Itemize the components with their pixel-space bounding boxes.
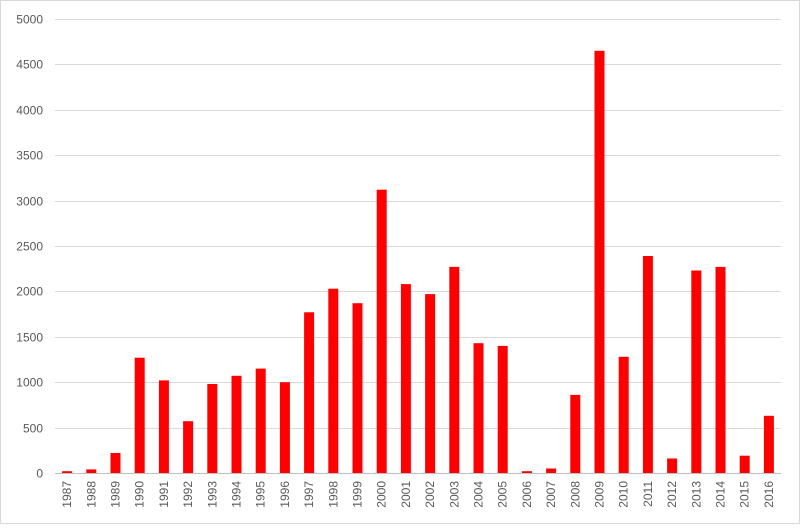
x-tick-label: 2010 <box>617 481 631 508</box>
bars <box>62 50 774 474</box>
bar-1998 <box>328 288 339 473</box>
bar-2014 <box>715 266 726 473</box>
y-tick-label: 2000 <box>16 285 43 299</box>
bar-1995 <box>255 368 266 473</box>
bar-2009 <box>594 50 605 474</box>
x-tick-label: 2013 <box>689 481 703 508</box>
x-tick-label: 2003 <box>447 481 461 508</box>
y-tick-label: 4000 <box>16 104 43 118</box>
bar-2011 <box>642 256 653 473</box>
x-tick-label: 2007 <box>544 481 558 508</box>
bar-1990 <box>134 357 145 473</box>
x-tick-label: 2006 <box>520 481 534 508</box>
x-tick-label: 1996 <box>278 481 292 508</box>
y-tick-label: 500 <box>23 422 43 436</box>
bar-2008 <box>570 394 581 473</box>
y-tick-label: 1000 <box>16 376 43 390</box>
bar-2005 <box>497 345 508 473</box>
bar-2016 <box>763 415 774 473</box>
x-axis-tick-labels: 1987 1988 1989 1990 1991 1992 1993 1994 1995 1996… <box>60 481 776 508</box>
y-tick-label: 0 <box>36 467 43 481</box>
x-tick-label: 1997 <box>302 481 316 508</box>
x-tick-label: 2002 <box>423 481 437 508</box>
bar-1997 <box>304 312 315 473</box>
y-tick-label: 5000 <box>16 13 43 27</box>
gridlines <box>55 19 781 429</box>
y-tick-label: 2500 <box>16 240 43 254</box>
x-tick-label: 1998 <box>326 481 340 508</box>
x-tick-label: 1994 <box>230 481 244 508</box>
bar-2001 <box>400 284 411 473</box>
x-tick-label: 2011 <box>641 481 655 507</box>
bar-2006 <box>521 471 532 473</box>
bar-1999 <box>352 303 363 473</box>
x-tick-label: 1991 <box>157 481 171 508</box>
bar-1991 <box>158 380 169 473</box>
x-tick-label: 2015 <box>738 481 752 508</box>
x-tick-label: 1993 <box>205 481 219 508</box>
bar-2015 <box>739 455 750 473</box>
x-tick-label: 2004 <box>472 481 486 508</box>
y-tick-label: 4500 <box>16 58 43 72</box>
x-tick-label: 2008 <box>568 481 582 508</box>
bar-2004 <box>473 343 484 473</box>
bar-1988 <box>86 469 97 473</box>
y-axis-tick-labels: 0 500 1000 1500 2000 2500 3000 3500 4000 4500 5000 <box>16 13 43 481</box>
x-tick-label: 1995 <box>254 481 268 508</box>
bar-1993 <box>207 384 218 473</box>
x-tick-label: 1990 <box>133 481 147 508</box>
bar-2010 <box>618 356 629 473</box>
x-tick-label: 2016 <box>762 481 776 508</box>
bar-2013 <box>691 270 702 473</box>
x-tick-label: 2005 <box>496 481 510 508</box>
bar-1992 <box>183 421 194 473</box>
x-tick-label: 1992 <box>181 481 195 508</box>
x-tick-label: 1987 <box>60 481 74 508</box>
x-tick-label: 2012 <box>665 481 679 508</box>
bar-2000 <box>376 189 387 473</box>
x-tick-label: 2014 <box>714 481 728 508</box>
y-tick-label: 1500 <box>16 331 43 345</box>
bar-1987 <box>62 471 73 473</box>
x-tick-label: 2000 <box>375 481 389 508</box>
y-tick-label: 3500 <box>16 149 43 163</box>
x-tick-label: 2009 <box>593 481 607 508</box>
x-tick-label: 1999 <box>351 481 365 508</box>
y-tick-label: 3000 <box>16 195 43 209</box>
bar-1996 <box>279 382 290 473</box>
x-tick-label: 2001 <box>399 481 413 508</box>
bar-2003 <box>449 266 460 473</box>
bar-1989 <box>110 453 121 473</box>
x-tick-label: 1988 <box>84 481 98 508</box>
x-tick-label: 1989 <box>109 481 123 508</box>
bar-2002 <box>425 294 436 473</box>
bar-1994 <box>231 375 242 473</box>
bar-2012 <box>667 458 678 473</box>
bar-2007 <box>546 468 557 473</box>
